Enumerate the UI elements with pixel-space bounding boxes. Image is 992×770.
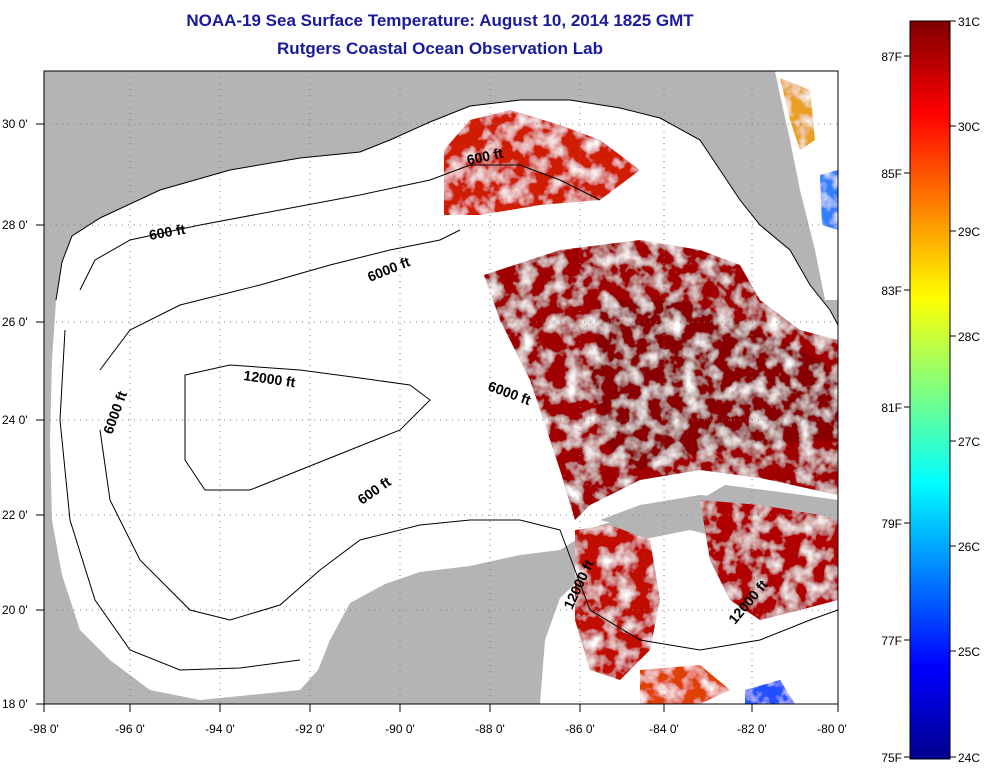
lat-label: 26 0'	[2, 315, 28, 329]
contour-12000ft	[184, 364, 431, 491]
fahrenheit-label: 75F	[881, 751, 902, 765]
fahrenheit-label: 81F	[881, 401, 902, 415]
celsius-label: 24C	[958, 751, 980, 765]
lon-label: -92 0'	[295, 722, 325, 736]
lat-label: 30 0'	[2, 117, 28, 131]
fahrenheit-label: 79F	[881, 517, 902, 531]
bathymetry-contours	[59, 164, 838, 671]
celsius-label: 29C	[958, 225, 980, 239]
atlantic-water	[775, 71, 838, 300]
celsius-label: 27C	[958, 435, 980, 449]
contour-6000ft	[99, 229, 461, 371]
fahrenheit-label: 77F	[881, 634, 902, 648]
contour-6000ft-south	[99, 429, 561, 621]
colorbar-ticks	[904, 20, 956, 758]
celsius-label: 30C	[958, 120, 980, 134]
lon-label: -90 0'	[385, 722, 415, 736]
fahrenheit-label: 87F	[881, 50, 902, 64]
celsius-label: 25C	[958, 645, 980, 659]
celsius-label: 31C	[958, 15, 980, 29]
lat-label: 22 0'	[2, 508, 28, 522]
lon-label: -82 0'	[737, 722, 767, 736]
contour-12000ft-east	[559, 529, 838, 651]
fahrenheit-label: 85F	[881, 167, 902, 181]
axis-ticks	[36, 123, 839, 712]
celsius-label: 28C	[958, 330, 980, 344]
lon-label: -98 0'	[29, 722, 59, 736]
lat-label: 18 0'	[2, 697, 28, 711]
lon-label: -86 0'	[565, 722, 595, 736]
contour-label: 600 ft	[465, 145, 504, 168]
colorbar	[909, 20, 951, 760]
lon-label: -88 0'	[475, 722, 505, 736]
lon-label: -94 0'	[205, 722, 235, 736]
lon-label: -84 0'	[649, 722, 679, 736]
lon-label: -96 0'	[115, 722, 145, 736]
lat-label: 24 0'	[2, 413, 28, 427]
contour-600ft-west	[59, 329, 301, 671]
map-title: NOAA-19 Sea Surface Temperature: August …	[186, 11, 694, 30]
contour-label: 12000 ft	[243, 367, 297, 390]
map-subtitle: Rutgers Coastal Ocean Observation Lab	[277, 39, 603, 58]
celsius-label: 26C	[958, 540, 980, 554]
coastline	[55, 99, 838, 326]
lat-label: 20 0'	[2, 603, 28, 617]
graticule	[44, 71, 838, 704]
contour-600ft	[79, 164, 601, 291]
lon-label: -80 0'	[817, 722, 847, 736]
fahrenheit-label: 83F	[881, 284, 902, 298]
contour-label: 600 ft	[148, 221, 187, 243]
map-frame	[43, 70, 839, 705]
sst-overlay	[444, 78, 838, 704]
lat-label: 28 0'	[2, 218, 28, 232]
